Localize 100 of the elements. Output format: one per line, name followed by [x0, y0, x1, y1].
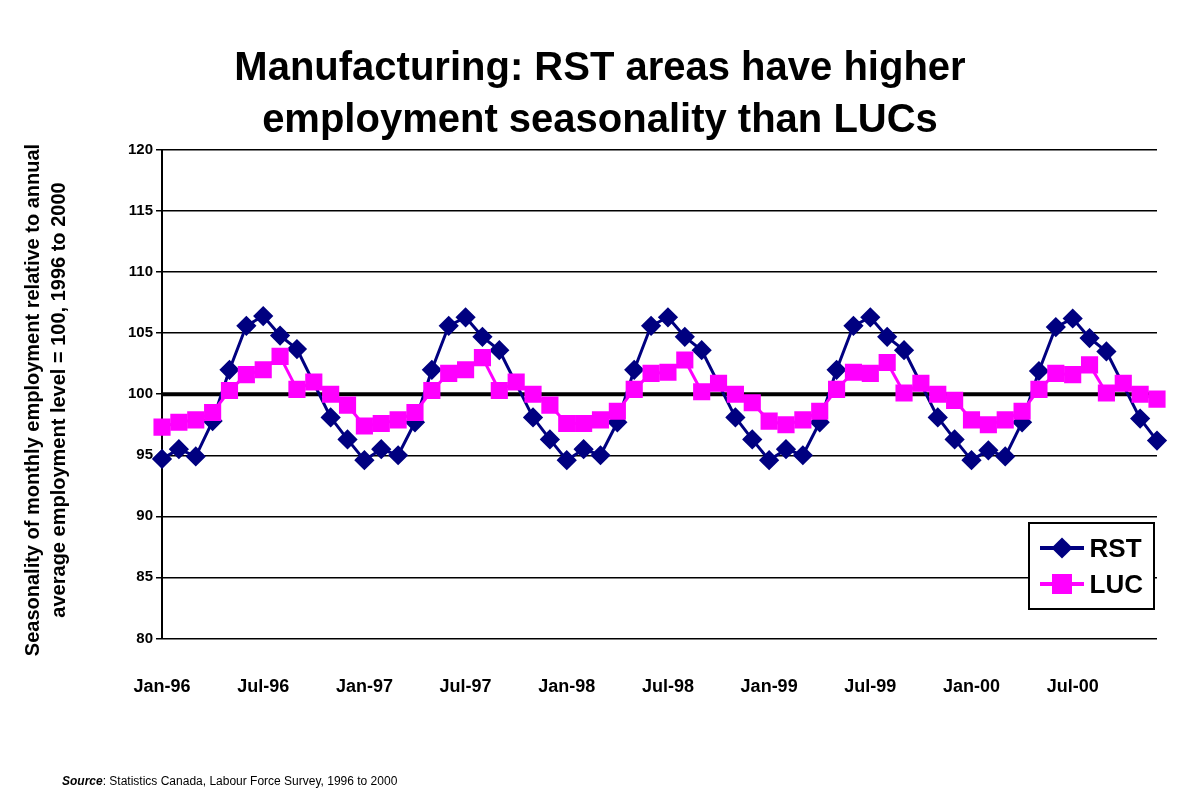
point	[811, 402, 829, 420]
point	[828, 380, 846, 398]
y-tick-label: 90	[136, 506, 154, 524]
point	[186, 446, 206, 466]
point	[1047, 364, 1065, 383]
point	[928, 407, 948, 427]
point	[996, 411, 1014, 429]
point	[1064, 366, 1082, 384]
point	[860, 307, 880, 327]
legend-label: LUC	[1089, 568, 1143, 600]
point	[844, 363, 863, 381]
y-axis-title: Seasonality of monthly employment relative to annual average employment level = 100, 1996 to 2000	[20, 142, 70, 659]
point	[490, 381, 508, 400]
point	[827, 360, 847, 380]
point	[1080, 328, 1100, 348]
point	[641, 316, 661, 336]
point	[608, 402, 626, 420]
point	[473, 349, 492, 367]
point	[187, 411, 205, 429]
point	[372, 414, 390, 433]
point	[558, 414, 576, 433]
point	[894, 340, 914, 360]
point	[169, 439, 189, 459]
point	[288, 380, 306, 398]
point	[219, 360, 239, 380]
y-tick-label: 115	[128, 201, 154, 219]
x-tick-label: Jan-00	[942, 676, 1001, 697]
point	[962, 411, 981, 429]
point	[946, 391, 964, 409]
point	[270, 326, 290, 346]
point	[456, 307, 476, 327]
x-tick-label: Jan-96	[133, 676, 191, 697]
point	[253, 306, 273, 326]
point	[1131, 385, 1149, 403]
point	[1130, 409, 1150, 429]
point	[540, 429, 560, 449]
point	[978, 440, 998, 460]
point	[371, 439, 391, 459]
point	[945, 429, 965, 449]
point	[152, 449, 172, 469]
y-tick-label: 95	[136, 445, 154, 463]
point	[979, 416, 997, 434]
point	[1080, 356, 1099, 374]
y-tick-label: 120	[128, 140, 154, 158]
point	[423, 381, 441, 400]
point	[354, 450, 374, 470]
point	[271, 347, 289, 365]
point	[355, 417, 373, 435]
point	[541, 396, 559, 414]
y-tick-label: 110	[128, 262, 154, 280]
x-tick-label: Jul-98	[641, 676, 694, 697]
source-note: Source: Statistics Canada, Labour Force Survey, 1996 to 2000	[62, 774, 398, 788]
point	[1029, 361, 1049, 381]
point	[524, 385, 542, 403]
x-tick-label: Jul-96	[237, 676, 290, 697]
point	[962, 450, 981, 470]
point	[204, 403, 222, 422]
point	[237, 366, 255, 384]
point	[338, 396, 357, 414]
point	[929, 385, 947, 403]
point	[170, 413, 188, 431]
legend-label: RST	[1089, 532, 1142, 564]
point	[422, 360, 442, 380]
point	[590, 445, 610, 465]
point	[440, 364, 458, 383]
point	[793, 445, 813, 465]
point	[995, 446, 1015, 466]
point	[1030, 380, 1048, 398]
point	[1046, 317, 1066, 337]
point	[895, 384, 913, 402]
point	[861, 364, 879, 383]
y-tick-label: 85	[136, 567, 154, 585]
y-tick-label: 80	[136, 628, 154, 646]
point	[742, 429, 762, 449]
point	[878, 353, 896, 372]
point	[287, 339, 307, 359]
point	[523, 407, 543, 427]
point	[236, 316, 256, 336]
point	[388, 445, 408, 465]
point	[1097, 384, 1115, 402]
x-tick-label: Jul-99	[844, 676, 897, 697]
point	[843, 316, 863, 336]
point	[489, 340, 509, 360]
point	[693, 383, 711, 401]
point	[658, 307, 678, 327]
point	[220, 381, 239, 400]
point	[557, 450, 577, 470]
point	[692, 340, 712, 360]
point	[575, 414, 593, 433]
point	[676, 351, 694, 369]
x-tick-label: Jan-97	[335, 676, 393, 697]
x-tick-label: Jul-00	[1046, 676, 1099, 697]
point	[153, 418, 171, 436]
point	[777, 416, 795, 434]
point	[625, 380, 643, 398]
y-tick-label: 105	[128, 323, 154, 341]
point	[254, 361, 272, 379]
point	[624, 360, 644, 380]
point	[574, 439, 594, 459]
point	[1063, 309, 1083, 328]
